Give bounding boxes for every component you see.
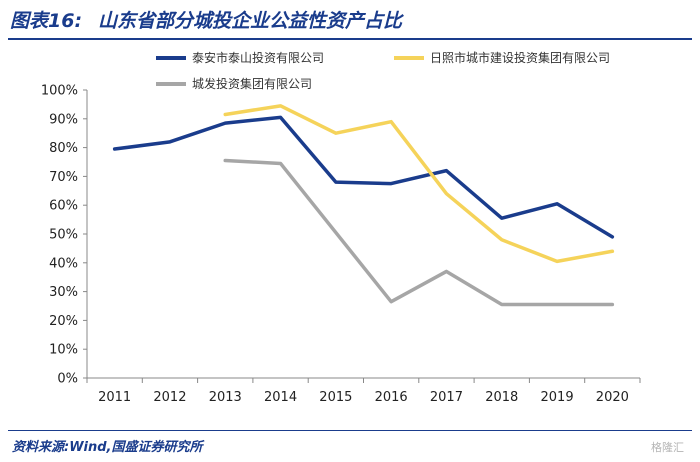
- x-tick-label: 2011: [98, 390, 131, 405]
- x-tick-label: 2018: [485, 390, 518, 405]
- y-tick-label: 70%: [49, 170, 78, 185]
- x-tick-label: 2016: [375, 390, 408, 405]
- legend-item-2: 日照市城市建设投资集团有限公司: [394, 50, 610, 65]
- y-tick-label: 0%: [57, 372, 78, 387]
- plot-area: [112, 104, 615, 307]
- figure-title: 山东省部分城投企业公益性资产占比: [98, 10, 403, 32]
- legend-item-1: 泰安市泰山投资有限公司: [156, 50, 324, 65]
- x-tick-label: 2013: [209, 390, 242, 405]
- x-tick-label: 2015: [319, 390, 352, 405]
- legend-label: 泰安市泰山投资有限公司: [192, 50, 324, 65]
- x-axis: 2011 2012 2013 2014 2015 2016 2017 2018 2019 2020: [86, 377, 641, 405]
- y-tick-label: 60%: [49, 199, 78, 214]
- series-line-2: [223, 104, 615, 264]
- legend-label: 日照市城市建设投资集团有限公司: [430, 50, 610, 65]
- source-note: 资料来源:Wind,国盛证券研究所: [12, 440, 203, 455]
- legend-item-3: 城发投资集团有限公司: [156, 76, 312, 91]
- figure-header: 图表16: 山东省部分城投企业公益性资产占比: [8, 0, 692, 40]
- watermark: 格隆汇: [651, 441, 684, 454]
- legend-label: 城发投资集团有限公司: [192, 76, 312, 91]
- y-tick-label: 50%: [49, 228, 78, 243]
- figure-label: 图表16:: [10, 10, 83, 32]
- x-tick-label: 2014: [264, 390, 297, 405]
- y-axis: 0% 10% 20% 30% 40% 50% 60% 70% 80% 90% 100%: [41, 84, 88, 387]
- series-line-3: [223, 158, 615, 307]
- x-tick-label: 2017: [430, 390, 463, 405]
- source-footer: 资料来源:Wind,国盛证券研究所 格隆汇: [8, 430, 692, 458]
- x-tick-label: 2020: [596, 390, 629, 405]
- x-tick-label: 2012: [153, 390, 186, 405]
- y-tick-label: 90%: [49, 112, 78, 127]
- y-tick-label: 10%: [49, 343, 78, 358]
- y-tick-label: 80%: [49, 141, 78, 156]
- y-tick-label: 100%: [41, 84, 78, 99]
- y-tick-label: 40%: [49, 256, 78, 271]
- series-line-1: [112, 115, 615, 239]
- y-tick-label: 30%: [49, 285, 78, 300]
- x-tick-label: 2019: [541, 390, 574, 405]
- y-tick-label: 20%: [49, 314, 78, 329]
